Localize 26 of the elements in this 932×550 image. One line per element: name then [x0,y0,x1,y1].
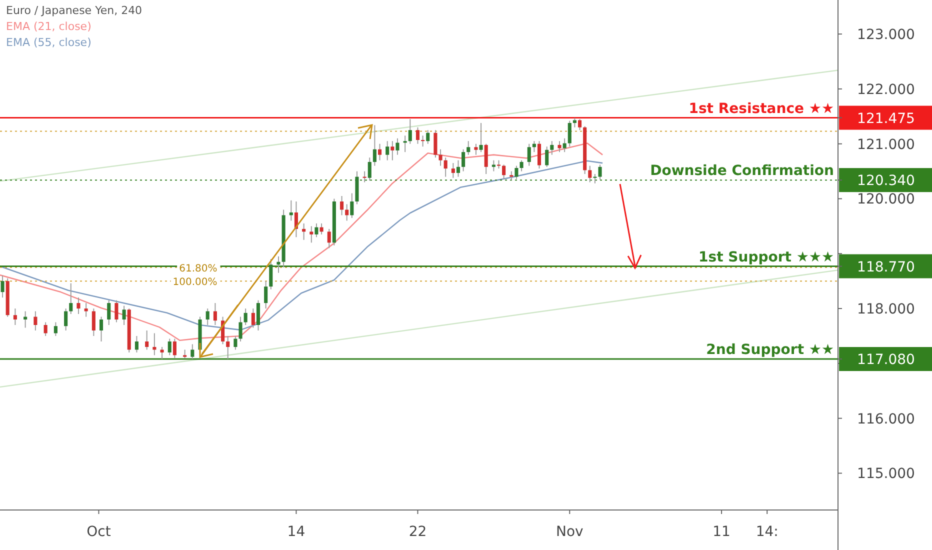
y-tick-label: 118.770 [857,259,915,276]
x-tick-label: Nov [556,524,584,540]
ref-line-label: 1st Support ★★★ [698,249,834,266]
y-tick-label: 120.340 [857,173,915,190]
y-tick-label: 121.000 [857,136,915,153]
x-tick-label: Oct [86,524,112,540]
text: EMA (21, close) [6,20,92,33]
ref-line-label: 2nd Support ★★ [706,342,834,358]
chart-title: Euro / Japanese Yen, 240 [6,4,142,17]
y-tick-label: 120.000 [857,192,915,208]
x-tick-label: 14 [287,524,306,540]
x-tick-label: 14: [756,524,778,540]
annotation: 100.00% [172,277,218,288]
y-tick-label: 122.000 [857,82,915,98]
y-tick-label: 121.475 [857,110,915,127]
y-tick-label: 115.000 [857,466,915,482]
y-tick-label: 118.000 [857,302,915,318]
annotation: 61.80% [179,263,218,274]
y-tick-label: 116.000 [857,411,915,428]
y-tick-label: 117.080 [857,352,915,368]
ref-line-label: Downside Confirmation [650,163,834,180]
x-tick-label: 11 [712,524,730,540]
y-tick-label: 123.000 [857,27,915,44]
x-tick-label: 22 [408,524,427,540]
text: EMA (55, close) [6,36,92,49]
ref-line-label: 1st Resistance ★★ [688,100,834,117]
